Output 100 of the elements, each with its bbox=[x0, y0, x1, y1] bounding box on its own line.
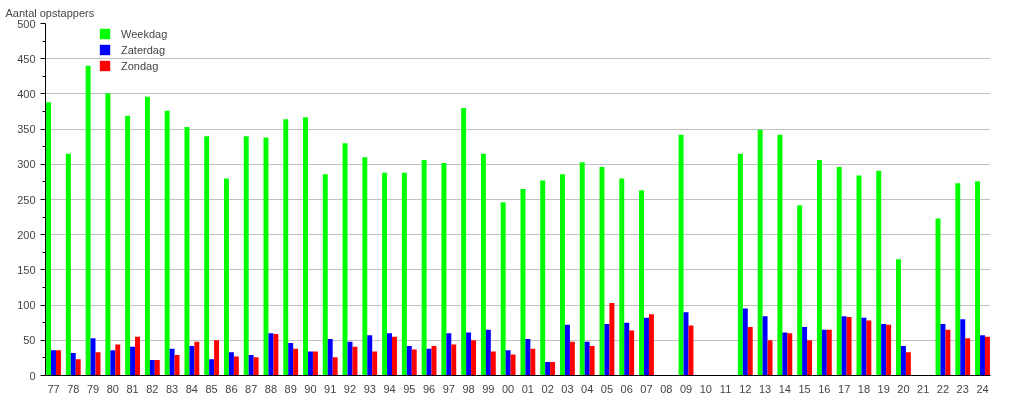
bar bbox=[881, 324, 887, 376]
bar bbox=[75, 359, 81, 376]
x-tick-label: 98 bbox=[462, 382, 475, 395]
bar bbox=[105, 93, 111, 376]
x-tick-label: 15 bbox=[798, 382, 811, 395]
bar bbox=[980, 335, 985, 376]
x-tick-label: 84 bbox=[185, 382, 198, 395]
x-tick-label: 89 bbox=[284, 382, 297, 395]
x-tick-label: 81 bbox=[126, 382, 139, 395]
bar bbox=[46, 102, 52, 376]
bar bbox=[886, 324, 892, 376]
bar bbox=[391, 336, 397, 376]
bar bbox=[525, 338, 531, 376]
x-tick-label: 09 bbox=[679, 382, 693, 395]
x-tick-label: 78 bbox=[67, 382, 80, 395]
x-tick-label: 14 bbox=[778, 382, 791, 395]
bar bbox=[273, 333, 279, 376]
bar bbox=[466, 332, 472, 376]
x-tick-label: 12 bbox=[739, 382, 752, 395]
bar bbox=[841, 316, 847, 376]
bar bbox=[619, 178, 625, 376]
bar bbox=[520, 188, 526, 376]
bar bbox=[560, 174, 565, 376]
bar bbox=[876, 170, 882, 376]
x-tick-label: 10 bbox=[699, 382, 712, 395]
legend-label: Zaterdag bbox=[121, 43, 166, 56]
bar bbox=[189, 345, 195, 376]
x-tick-label: 95 bbox=[403, 382, 416, 395]
bar bbox=[471, 340, 476, 376]
bar bbox=[797, 205, 803, 376]
bar bbox=[802, 326, 808, 376]
bar bbox=[115, 344, 121, 376]
bar bbox=[984, 336, 990, 376]
bar bbox=[490, 351, 496, 376]
bar bbox=[144, 96, 150, 376]
bar bbox=[505, 350, 511, 376]
x-tick-label: 86 bbox=[225, 382, 238, 395]
x-tick-label: 80 bbox=[106, 382, 119, 395]
bar bbox=[742, 308, 748, 376]
x-tick-label: 18 bbox=[857, 382, 871, 395]
bar bbox=[678, 134, 684, 376]
bar bbox=[965, 338, 971, 376]
y-tick-label: 0 bbox=[29, 369, 36, 382]
bar bbox=[174, 355, 180, 376]
bar bbox=[826, 329, 832, 376]
x-tick-label: 05 bbox=[600, 382, 614, 395]
x-tick-label: 02 bbox=[541, 382, 554, 395]
bar bbox=[411, 349, 417, 376]
bar bbox=[406, 345, 412, 376]
bar bbox=[387, 333, 392, 376]
bar bbox=[624, 322, 630, 376]
bar bbox=[485, 329, 491, 376]
x-tick-label: 19 bbox=[877, 382, 890, 395]
x-tick-label: 82 bbox=[146, 382, 159, 395]
bar bbox=[382, 172, 388, 376]
x-tick-label: 77 bbox=[47, 382, 60, 395]
bar bbox=[579, 162, 585, 376]
bar bbox=[955, 183, 961, 376]
bar bbox=[233, 356, 239, 376]
bar bbox=[332, 357, 338, 376]
bar bbox=[51, 350, 56, 376]
bar bbox=[110, 350, 116, 376]
x-tick-label: 17 bbox=[838, 382, 851, 395]
bar bbox=[584, 341, 590, 376]
bar bbox=[777, 134, 783, 376]
bar bbox=[960, 319, 966, 376]
x-tick-label: 90 bbox=[304, 382, 317, 395]
bar bbox=[900, 345, 906, 376]
bar bbox=[65, 153, 71, 376]
bar bbox=[70, 352, 76, 376]
bar bbox=[639, 190, 645, 376]
y-tick-label: 150 bbox=[17, 263, 36, 276]
x-tick-label: 13 bbox=[758, 382, 772, 395]
x-tick-label: 23 bbox=[956, 382, 969, 395]
bar bbox=[510, 354, 516, 376]
bar bbox=[545, 362, 551, 376]
bar bbox=[293, 348, 299, 376]
bar bbox=[861, 317, 867, 376]
y-tick-label: 200 bbox=[17, 228, 36, 241]
x-tick-label: 24 bbox=[976, 382, 989, 395]
bar bbox=[896, 259, 901, 376]
legend-label: Weekdag bbox=[121, 27, 168, 40]
bar bbox=[288, 343, 294, 376]
x-tick-label: 97 bbox=[442, 382, 455, 395]
bar bbox=[401, 172, 407, 376]
bar bbox=[164, 110, 170, 376]
bar bbox=[342, 143, 348, 376]
x-tick-label: 94 bbox=[383, 382, 396, 395]
bar bbox=[135, 336, 140, 376]
y-tick-label: 400 bbox=[17, 87, 36, 100]
bar bbox=[426, 348, 432, 376]
y-tick-label: 500 bbox=[17, 17, 36, 30]
x-tick-label: 20 bbox=[897, 382, 910, 395]
bar bbox=[243, 136, 249, 376]
bar bbox=[149, 360, 155, 376]
bar bbox=[500, 202, 506, 376]
x-tick-label: 07 bbox=[640, 382, 653, 395]
bar bbox=[228, 352, 234, 376]
bar bbox=[846, 317, 852, 376]
bar bbox=[352, 346, 358, 376]
